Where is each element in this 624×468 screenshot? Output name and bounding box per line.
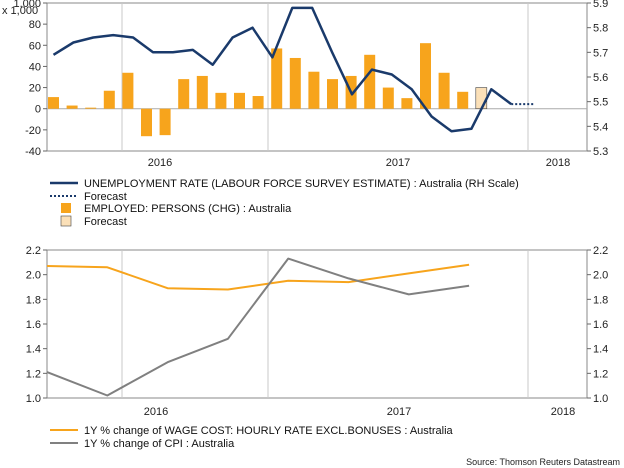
bottom-left-tick-label-1: 1.2 xyxy=(26,368,41,380)
top-left-tick-label-7: 1,000 xyxy=(13,0,41,10)
top-left-tick-label-1: -20 xyxy=(25,125,41,137)
bottom-panel: 1.0 1.2 1.4 1.6 1.8 2.0 2.2 1.0 1.2 1.4 1.6 1.8 2.0… xyxy=(26,245,609,418)
employed-bar-19 xyxy=(401,98,413,109)
employed-forecast-bar-0 xyxy=(475,87,488,110)
top-year-label-2017: 2017 xyxy=(386,157,410,169)
top-left-tick-label-0: -40 xyxy=(25,146,41,158)
employed-bar-20 xyxy=(420,43,431,109)
top-right-tick-label-2: 5.5 xyxy=(593,97,608,109)
top-left-tick-label-5: 60 xyxy=(29,40,41,52)
legend-label-cpi: 1Y % change of CPI : Australia xyxy=(84,438,235,450)
bottom-gridlines xyxy=(121,250,529,398)
bottom-right-tick-label-3: 1.6 xyxy=(593,319,608,331)
top-left-tick-label-4: 40 xyxy=(29,61,41,73)
bottom-legend: 1Y % change of WAGE COST: HOURLY RATE EX… xyxy=(50,425,454,450)
legend-swatch-employed-forecast xyxy=(60,215,72,227)
wage-cost-line xyxy=(46,263,470,291)
bottom-left-tick-label-6: 2.2 xyxy=(26,245,41,257)
top-legend: UNEMPLOYMENT RATE (LABOUR FORCE SURVEY E… xyxy=(50,178,519,228)
bottom-year-label-2017: 2017 xyxy=(387,406,411,418)
employed-bar-17 xyxy=(364,54,376,109)
employed-bar-6 xyxy=(159,108,171,136)
top-left-tick-label-3: 20 xyxy=(29,83,41,95)
top-unit-label: x 1,000 xyxy=(2,5,38,17)
employed-bar-9 xyxy=(215,92,227,109)
bottom-year-label-2018: 2018 xyxy=(551,406,575,418)
bottom-x-axis-labels: 2016 2017 2018 xyxy=(144,406,575,418)
cpi-line xyxy=(46,257,470,397)
bottom-left-tick-label-0: 1.0 xyxy=(26,393,41,405)
top-left-tick-label-2: 0 xyxy=(35,104,41,116)
bottom-right-tick-label-0: 1.0 xyxy=(593,393,608,405)
bottom-right-tick-label-6: 2.2 xyxy=(593,245,608,257)
employed-bar-18 xyxy=(382,87,394,109)
legend-label-employed-forecast: Forecast xyxy=(84,216,127,228)
employed-bar-8 xyxy=(196,75,208,109)
top-right-tick-label-3: 5.6 xyxy=(593,72,608,84)
legend-label-employed: EMPLOYED: PERSONS (CHG) : Australia xyxy=(84,203,292,215)
legend-label-wage: 1Y % change of WAGE COST: HOURLY RATE EX… xyxy=(84,425,454,437)
employed-bar-7 xyxy=(178,79,190,109)
bottom-right-tick-label-1: 1.2 xyxy=(593,368,608,380)
bottom-left-axis-ticks: 1.0 1.2 1.4 1.6 1.8 2.0 2.2 xyxy=(26,245,47,405)
bottom-right-tick-label-2: 1.4 xyxy=(593,344,608,356)
bottom-right-tick-label-4: 1.8 xyxy=(593,294,608,306)
top-right-tick-label-6: 5.9 xyxy=(593,0,608,10)
top-right-tick-label-1: 5.4 xyxy=(593,121,608,133)
legend-swatch-employed xyxy=(61,203,71,213)
top-right-tick-label-4: 5.7 xyxy=(593,47,608,59)
employed-bar-15 xyxy=(327,79,338,109)
legend-label-unemployment-forecast: Forecast xyxy=(84,191,127,203)
employed-bar-4 xyxy=(122,72,134,109)
bottom-plot-frame xyxy=(46,249,588,399)
top-left-axis-ticks: -40 -20 0 20 40 60 80 1,000 xyxy=(13,0,47,158)
top-year-label-2016: 2016 xyxy=(148,157,172,169)
employed-bar-1 xyxy=(66,105,78,109)
top-right-axis-ticks: 5.3 5.4 5.5 5.6 5.7 5.8 5.9 xyxy=(587,0,608,158)
employed-bar-10 xyxy=(234,92,245,109)
bottom-left-tick-label-2: 1.4 xyxy=(26,344,41,356)
top-left-tick-label-6: 80 xyxy=(29,19,41,31)
employed-bar-11 xyxy=(252,96,264,109)
bottom-lines xyxy=(46,257,470,397)
top-right-tick-label-5: 5.8 xyxy=(593,23,608,35)
top-right-tick-label-0: 5.3 xyxy=(593,146,608,158)
employed-bar-12 xyxy=(271,48,283,109)
top-x-axis-labels: 2016 2017 2018 xyxy=(148,157,570,169)
employed-bar-22 xyxy=(457,91,469,109)
employed-bar-5 xyxy=(141,108,152,137)
bottom-left-tick-label-4: 1.8 xyxy=(26,294,41,306)
top-lines xyxy=(52,6,534,133)
bottom-left-tick-label-3: 1.6 xyxy=(26,319,41,331)
unemployment-line xyxy=(52,6,512,133)
employed-bar-14 xyxy=(308,71,320,109)
legend-label-unemployment: UNEMPLOYMENT RATE (LABOUR FORCE SURVEY E… xyxy=(84,178,519,190)
top-bars xyxy=(48,43,488,137)
bottom-right-axis-ticks: 1.0 1.2 1.4 1.6 1.8 2.0 2.2 xyxy=(587,245,608,405)
top-year-label-2018: 2018 xyxy=(546,157,570,169)
bottom-right-tick-label-5: 2.0 xyxy=(593,270,608,282)
bottom-left-tick-label-5: 2.0 xyxy=(26,270,41,282)
employed-bar-0 xyxy=(48,97,59,109)
employed-bar-2 xyxy=(85,107,97,109)
employed-bar-13 xyxy=(289,57,301,109)
bottom-year-label-2016: 2016 xyxy=(144,406,168,418)
employed-bar-21 xyxy=(438,72,450,109)
source-note: Source: Thomson Reuters Datastream xyxy=(466,457,620,467)
employed-bar-3 xyxy=(103,90,115,109)
